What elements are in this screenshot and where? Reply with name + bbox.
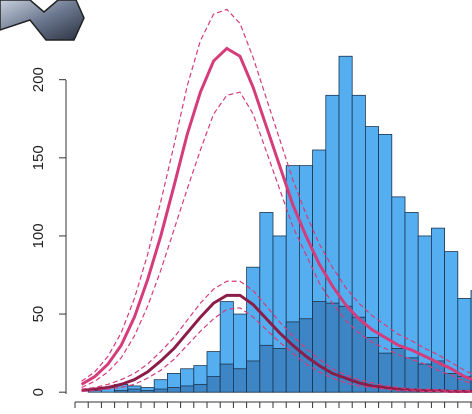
confidence-line	[81, 91, 472, 389]
bar	[259, 344, 274, 393]
bar	[127, 388, 142, 393]
bar	[140, 390, 155, 393]
bar	[417, 363, 432, 393]
bar	[312, 301, 327, 393]
bar	[325, 302, 340, 393]
bar	[285, 321, 300, 393]
y-tick-label: 150	[30, 145, 47, 170]
bar	[180, 385, 195, 393]
icon	[0, 0, 85, 41]
confidence-line	[81, 280, 472, 392]
bar	[444, 373, 459, 393]
curve	[80, 46, 472, 386]
bar	[219, 363, 234, 393]
bar	[114, 390, 129, 393]
bar	[404, 357, 419, 393]
bar	[193, 383, 208, 393]
curve	[81, 293, 472, 393]
y-tick-label: 50	[30, 306, 47, 323]
bar	[166, 387, 181, 393]
y-tick-label: 100	[30, 223, 47, 248]
y-tick-label: 0	[30, 388, 47, 396]
bar	[272, 348, 287, 393]
confidence-line	[81, 307, 472, 393]
confidence-line	[81, 8, 472, 382]
bar	[246, 360, 261, 393]
bar	[206, 376, 221, 393]
bar	[153, 388, 168, 393]
bar	[232, 368, 247, 393]
y-tick-label: 200	[30, 67, 47, 92]
